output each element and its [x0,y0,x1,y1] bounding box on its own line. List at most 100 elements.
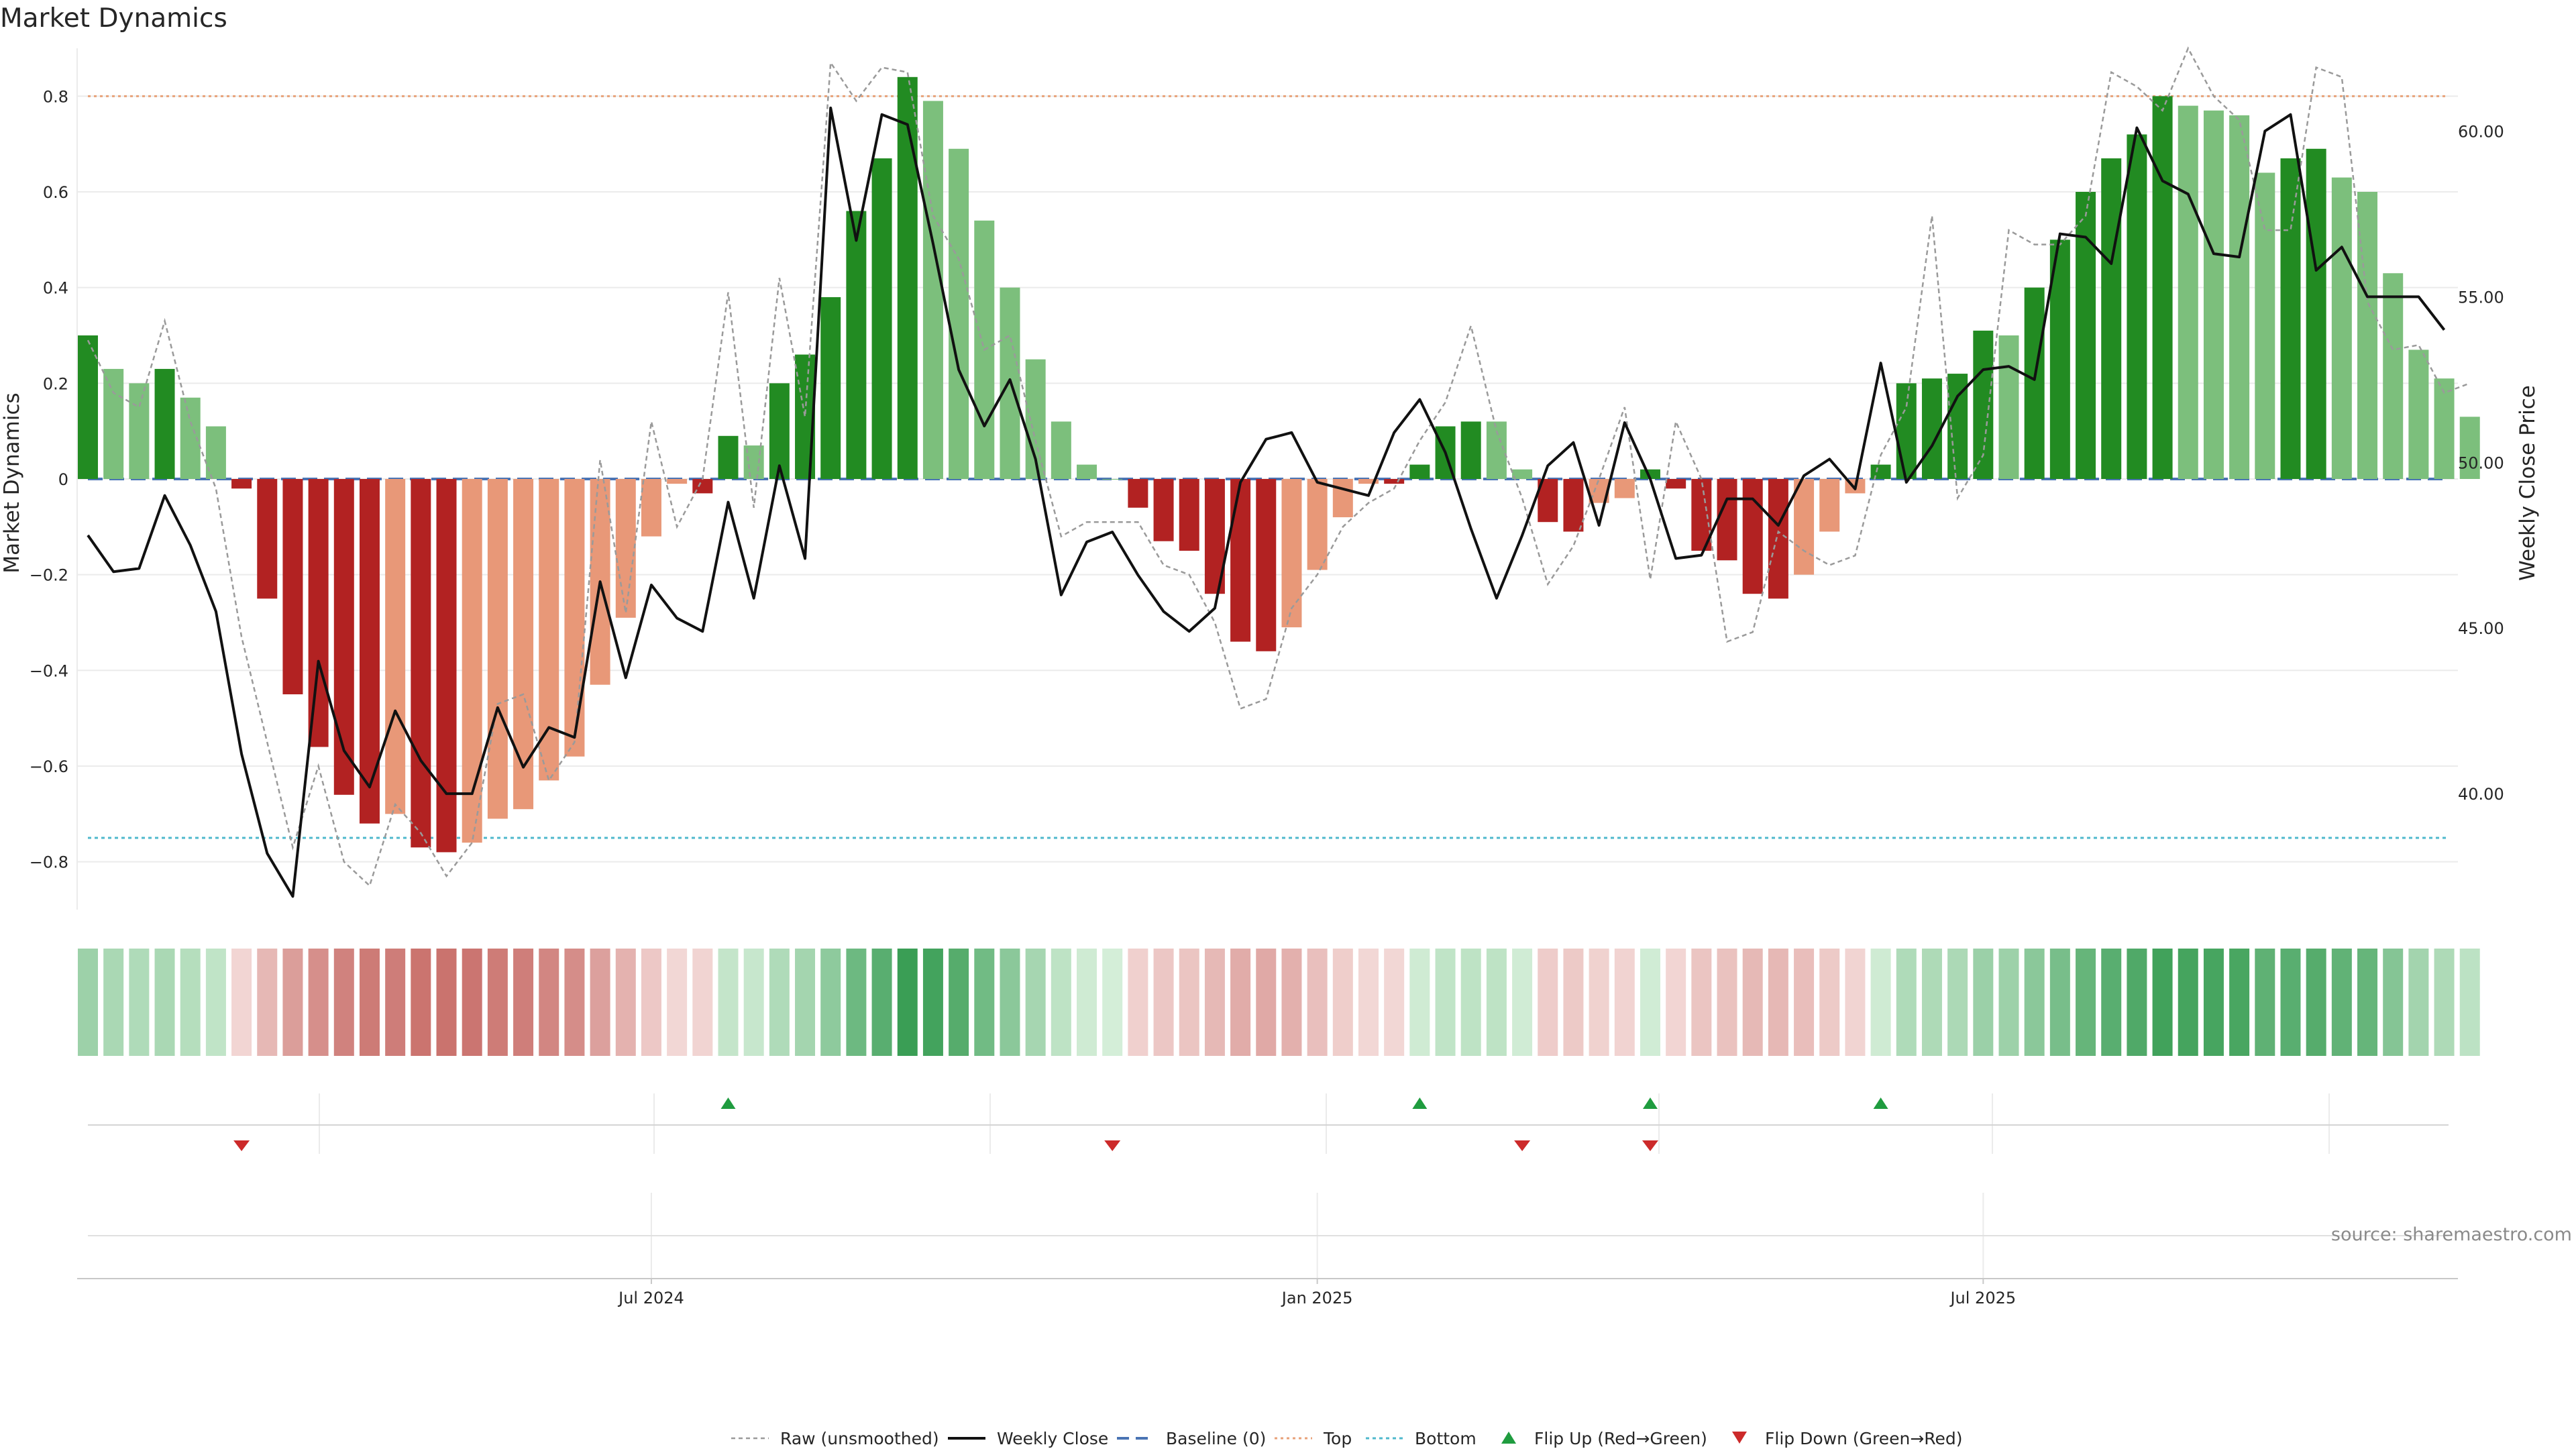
left-tick-label: 0.4 [43,279,68,298]
x-tick-label: Jul 2025 [1949,1289,2016,1307]
heat-cell [846,949,867,1056]
bar [1921,378,1942,479]
flip-down-marker [233,1140,250,1151]
heat-cell [564,949,585,1056]
heat-cell [897,949,918,1056]
heat-cell [513,949,534,1056]
left-tick-label: −0.2 [30,566,68,585]
heat-cell [1486,949,1507,1056]
heat-cell [180,949,201,1056]
heat-cell [2408,949,2429,1056]
bar [1307,479,1328,570]
heat-cell [718,949,739,1056]
bar [1742,479,1763,594]
bar [718,435,739,479]
bar [1128,479,1148,508]
bar [78,335,98,479]
flip-up-marker [1642,1097,1658,1109]
heat-cell [2152,949,2173,1056]
bar [2024,287,2045,479]
right-tick-label: 55.00 [2458,288,2504,307]
flip-down-marker [1104,1140,1121,1151]
right-tick-label: 40.00 [2458,785,2504,804]
heat-cell [1921,949,1942,1056]
bar [1717,479,1737,561]
legend-label: Flip Up (Red→Green) [1534,1429,1707,1448]
heat-cell [1409,949,1430,1056]
bar [487,479,508,819]
right-y-axis: 60.00 55.00 50.00 45.00 40.00 [2458,122,2504,804]
heat-cell [1947,949,1968,1056]
heat-cell [2331,949,2352,1056]
bar [2459,417,2480,479]
heat-cell [1589,949,1609,1056]
legend-label: Top [1323,1429,1352,1448]
heat-cell [922,949,943,1056]
heat-cell [641,949,661,1056]
left-tick-label: 0.8 [43,87,68,106]
flip-up-marker [1412,1097,1428,1109]
heat-cell [1717,949,1737,1056]
heat-cell [1307,949,1328,1056]
heat-cell [282,949,303,1056]
bar [282,479,303,694]
x-axis: Jul 2024 Jan 2025 Jul 2025 [77,1278,2458,1307]
heat-cell [2101,949,2122,1056]
bar [1768,479,1788,599]
heat-cell [1819,949,1840,1056]
bar [359,479,380,824]
right-tick-label: 50.00 [2458,453,2504,472]
right-tick-label: 45.00 [2458,619,2504,638]
bar [1230,479,1251,642]
bar [897,76,918,480]
heat-cell [1768,949,1788,1056]
flip-down-marker [1514,1140,1531,1151]
heat-cell [974,949,995,1056]
heat-cell [2459,949,2480,1056]
heat-cell [1538,949,1558,1056]
bar [2076,192,2096,479]
left-tick-label: −0.6 [30,757,68,776]
heat-cell [2229,949,2250,1056]
raw-line-series [87,46,2471,888]
bar [922,101,943,479]
bar [2127,134,2147,479]
bar [1973,330,1994,479]
bar [385,479,406,814]
heat-cell [1384,949,1405,1056]
heat-cell [1512,949,1533,1056]
bar [1666,479,1686,489]
bar [1051,421,1071,479]
bar-series [78,76,2480,853]
right-axis-label: Weekly Close Price [2516,385,2540,581]
heat-cell [1179,949,1199,1056]
heat-cell [1332,949,1353,1056]
heat-cell [2255,949,2275,1056]
heat-cell [487,949,508,1056]
heat-cell [1204,949,1225,1056]
heat-cell [743,949,764,1056]
heat-cell [1973,949,1994,1056]
legend-label: Bottom [1415,1429,1477,1448]
heat-cell [154,949,175,1056]
x-tick-label: Jan 2025 [1281,1289,1353,1307]
bar [2229,115,2250,479]
bar [436,479,457,853]
heat-cell [1077,949,1097,1056]
legend-marker [1501,1432,1516,1444]
heat-cell [2280,949,2301,1056]
bar [1486,421,1507,479]
heat-cell [692,949,713,1056]
bar [820,297,841,479]
bar [231,479,252,489]
bar [257,479,278,599]
bar [769,383,790,479]
heat-cell [2203,949,2224,1056]
chart-title: Market Dynamics [0,3,227,34]
left-y-axis: 0.8 0.6 0.4 0.2 0 −0.2 −0.4 −0.6 −0.8 [30,87,68,871]
heat-cell [1563,949,1584,1056]
heat-cell [1691,949,1712,1056]
heat-cell [333,949,354,1056]
heat-cell [1051,949,1071,1056]
